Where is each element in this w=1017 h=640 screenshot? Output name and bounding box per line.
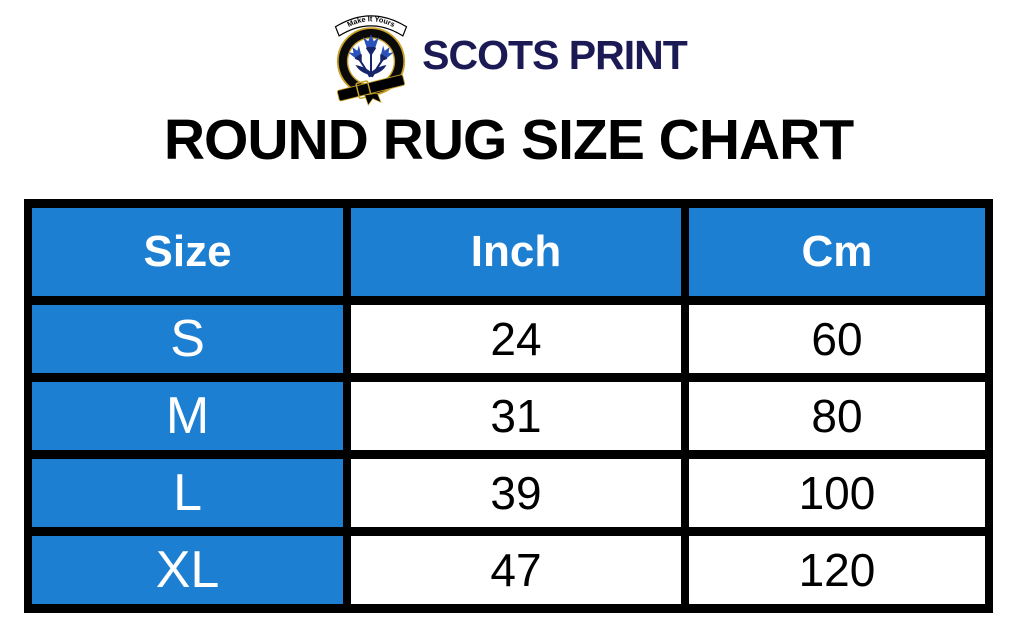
inch-cell: 24 xyxy=(351,304,681,373)
belt-strap-icon xyxy=(337,74,406,102)
cm-cell: 80 xyxy=(688,381,985,450)
table-row: M 31 80 xyxy=(32,381,985,450)
cm-cell: 120 xyxy=(688,535,985,604)
size-cell: L xyxy=(32,458,344,527)
cm-cell: 100 xyxy=(688,458,985,527)
table-header-row: Size Inch Cm xyxy=(32,207,985,296)
column-header-size: Size xyxy=(32,207,344,296)
size-cell: S xyxy=(32,304,344,373)
ribbon-text: Make It Yours xyxy=(346,14,397,29)
inch-cell: 31 xyxy=(351,381,681,450)
column-header-cm: Cm xyxy=(688,207,985,296)
inch-cell: 47 xyxy=(351,535,681,604)
table-row: S 24 60 xyxy=(32,304,985,373)
table-row: XL 47 120 xyxy=(32,535,985,604)
size-cell: M xyxy=(32,381,344,450)
clan-crest-icon: Make It Yours xyxy=(334,14,408,106)
column-header-inch: Inch xyxy=(351,207,681,296)
table-row: L 39 100 xyxy=(32,458,985,527)
strap-tail-icon xyxy=(364,92,382,106)
svg-text:Make It Yours: Make It Yours xyxy=(346,14,397,29)
brand-text: SCOTS PRINT xyxy=(422,31,688,78)
thistle-leaf-right xyxy=(371,65,387,76)
page-title: ROUND RUG SIZE CHART xyxy=(163,108,854,172)
ribbon-banner xyxy=(334,15,408,37)
logo: Make It Yours SCOTS PRINT xyxy=(0,0,1017,106)
cm-cell: 60 xyxy=(688,304,985,373)
size-chart-table: Size Inch Cm S 24 60 M 31 80 L 39 100 XL… xyxy=(24,198,993,613)
size-cell: XL xyxy=(32,535,344,604)
inch-cell: 39 xyxy=(351,458,681,527)
thistle-leaf-left xyxy=(355,65,372,76)
